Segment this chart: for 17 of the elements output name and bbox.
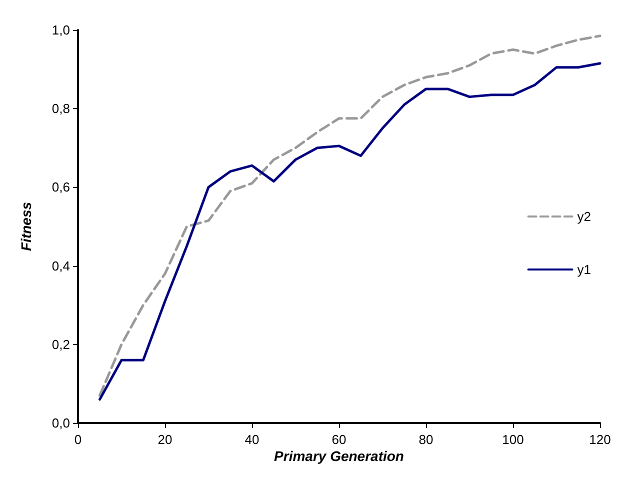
x-tick-label: 80 — [418, 432, 434, 447]
y-tick-label: 0,2 — [52, 336, 70, 352]
x-tick-label: 100 — [502, 432, 524, 447]
y-tick-label: 1,0 — [52, 22, 70, 38]
y-tick-label: 0,0 — [52, 416, 70, 430]
legend-label: y1 — [577, 262, 592, 277]
x-tick-label: 120 — [589, 432, 611, 447]
y-tick-label: 0,6 — [52, 180, 70, 195]
legend-label: y2 — [577, 209, 592, 224]
x-tick-label: 0 — [74, 432, 82, 447]
x-tick-label: 20 — [158, 432, 172, 447]
y-tick-label: 0,8 — [52, 101, 70, 116]
y-tick-label: 0,4 — [52, 258, 70, 274]
x-tick-label: 40 — [244, 432, 260, 447]
x-axis-title: Primary Generation — [274, 448, 404, 464]
x-tick-label: 60 — [332, 432, 346, 447]
y-axis-title: Fitness — [18, 202, 34, 252]
